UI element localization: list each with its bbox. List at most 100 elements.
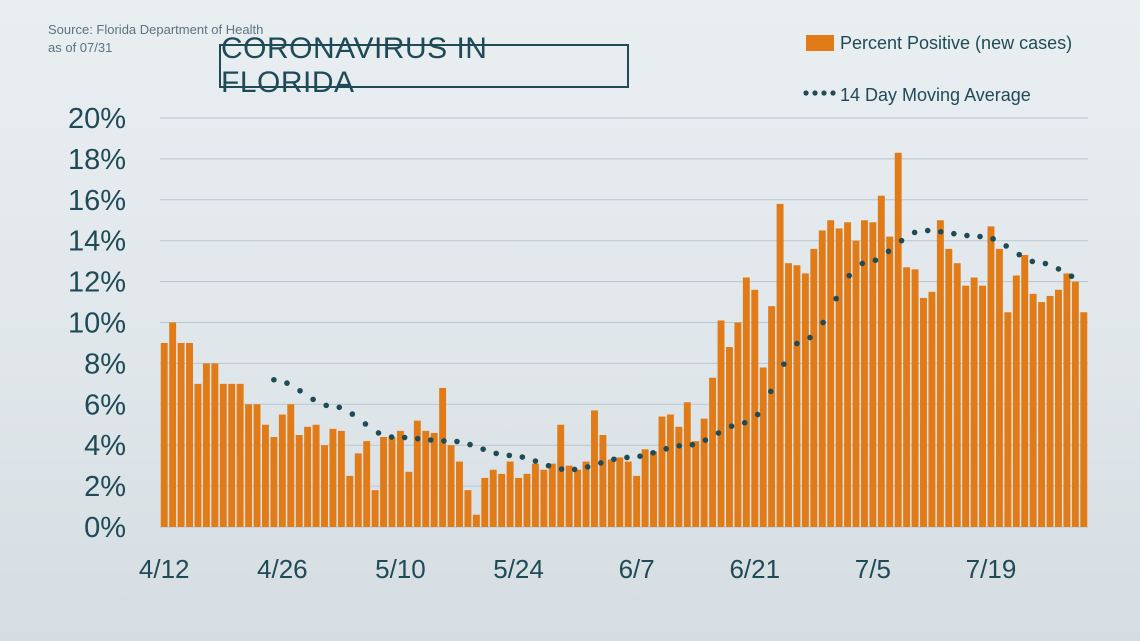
bar — [785, 263, 792, 527]
moving-average-point — [911, 229, 918, 236]
moving-average-point — [1042, 260, 1049, 267]
bar — [194, 383, 202, 527]
y-tick-label: 20% — [68, 103, 126, 135]
bar — [498, 473, 506, 527]
bar — [565, 465, 573, 527]
x-tick-label: 4/12 — [139, 554, 190, 584]
bar — [911, 269, 919, 527]
bar — [574, 469, 582, 527]
y-tick-label: 12% — [68, 267, 126, 299]
bar — [321, 445, 328, 527]
moving-average-point — [807, 334, 813, 341]
bar — [228, 383, 236, 527]
moving-average-point — [454, 438, 460, 445]
bar — [666, 414, 674, 527]
bar — [396, 430, 404, 527]
bar — [928, 291, 936, 527]
moving-average-point — [1029, 258, 1036, 265]
moving-average-point — [310, 396, 316, 403]
bar — [607, 459, 615, 527]
moving-average-point — [872, 257, 879, 264]
moving-average-point — [1068, 273, 1075, 280]
legend-bar-label: Percent Positive (new cases) — [840, 33, 1073, 53]
moving-average-point — [1055, 266, 1062, 272]
bar — [439, 387, 447, 527]
bar — [616, 457, 624, 527]
x-tick-label: 7/19 — [966, 554, 1017, 584]
bar — [371, 490, 379, 527]
bar — [818, 230, 826, 527]
moving-average-point — [833, 295, 839, 302]
bar — [734, 322, 742, 527]
bar — [413, 420, 421, 527]
bar — [363, 441, 371, 527]
moving-average-point — [715, 430, 722, 436]
moving-average-point — [598, 460, 604, 466]
moving-average-point — [493, 450, 499, 457]
bar — [987, 226, 995, 527]
bar — [456, 461, 463, 527]
legend-bar-swatch — [806, 35, 834, 51]
bar — [531, 463, 539, 527]
moving-average-point — [467, 441, 473, 448]
moving-average-point — [349, 411, 356, 417]
bar — [253, 404, 261, 527]
moving-average-point — [794, 340, 800, 347]
source-line: Source: Florida Department of Health — [48, 22, 264, 37]
bar — [591, 410, 598, 527]
bar — [995, 248, 1003, 527]
y-tick-label: 2% — [84, 471, 126, 503]
bar — [270, 437, 278, 527]
bar — [742, 277, 750, 527]
bar — [970, 277, 978, 527]
bar — [295, 434, 303, 527]
moving-average-point — [375, 430, 382, 436]
bar — [430, 432, 438, 527]
bar — [936, 220, 944, 527]
bar — [304, 426, 312, 527]
bar — [717, 320, 725, 527]
moving-average-point — [754, 411, 761, 418]
moving-average-point — [1016, 251, 1023, 258]
x-tick-label: 5/24 — [493, 554, 544, 584]
bar — [979, 285, 987, 527]
bar — [641, 449, 649, 527]
bar — [278, 414, 286, 527]
moving-average-point — [951, 230, 957, 237]
bar — [810, 248, 818, 527]
bar — [515, 477, 523, 527]
bar — [472, 514, 480, 527]
bar — [489, 469, 497, 527]
moving-average-point — [781, 361, 787, 367]
bar — [447, 445, 455, 527]
y-tick-label: 4% — [84, 430, 126, 462]
bar — [160, 342, 168, 527]
bar — [557, 424, 565, 527]
bar — [1038, 302, 1046, 527]
bar — [751, 289, 759, 527]
moving-average-point — [964, 232, 970, 239]
bar — [346, 475, 354, 527]
bar — [827, 220, 835, 527]
bar — [675, 426, 683, 527]
moving-average-point — [297, 387, 303, 394]
moving-average-point — [924, 227, 931, 234]
bar — [709, 377, 717, 527]
bar — [236, 383, 244, 527]
legend-avg-label: 14 Day Moving Average — [840, 85, 1031, 105]
y-tick-label: 10% — [68, 308, 126, 340]
bar — [337, 430, 345, 527]
bar — [177, 342, 185, 527]
bar — [312, 424, 320, 527]
moving-average-point — [506, 452, 513, 459]
bar — [624, 461, 632, 527]
moving-average-point — [859, 260, 866, 267]
moving-average-point — [545, 462, 552, 469]
moving-average-point — [702, 437, 709, 443]
moving-average-point — [689, 441, 696, 448]
bar — [405, 471, 413, 527]
bar — [354, 453, 362, 527]
bar — [650, 451, 657, 527]
bar — [380, 437, 388, 527]
bar — [759, 367, 767, 527]
